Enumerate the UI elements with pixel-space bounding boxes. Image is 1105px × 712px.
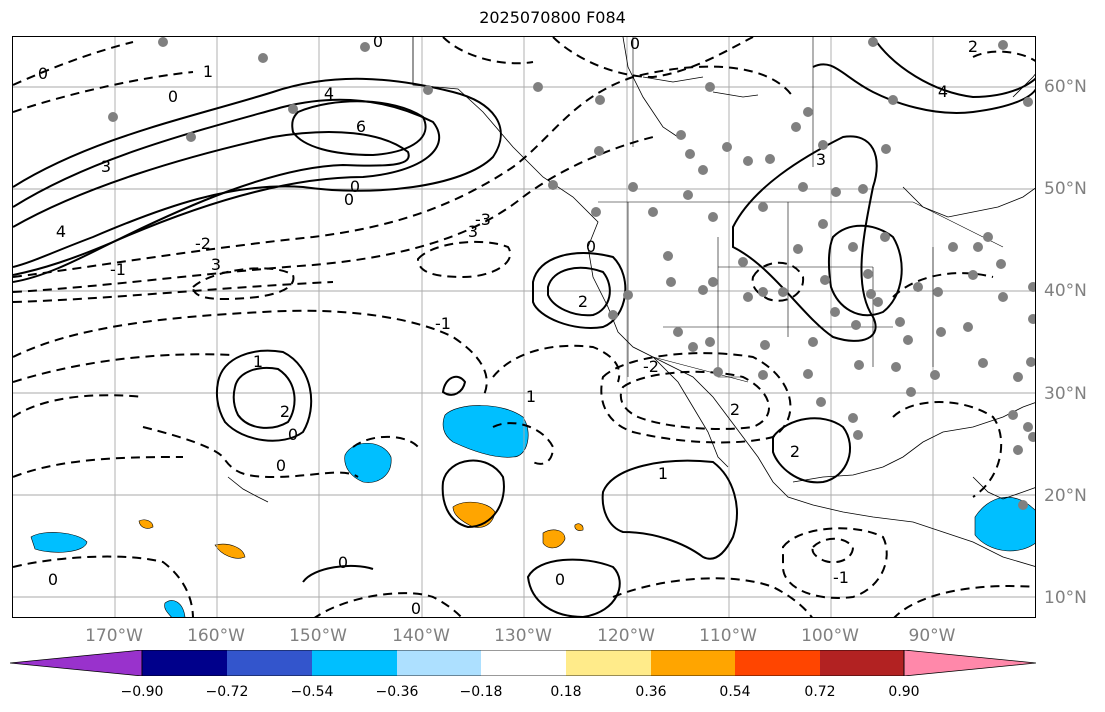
map-panel[interactable]: 0 0 0 0 0 0 0 0 0 0 0 0 0 1 1 1 1 2 2 2 …	[12, 36, 1036, 618]
lat-label: 10°N	[1044, 588, 1087, 608]
contour-label: 6	[356, 117, 366, 136]
contour-label: 1	[253, 352, 263, 371]
lat-label: 40°N	[1044, 281, 1087, 301]
contour-label: 0	[48, 570, 58, 589]
positive-shade	[542, 529, 566, 549]
contour-label: 0	[411, 599, 421, 618]
contour-label: -1	[110, 260, 126, 279]
contour-label: 0	[168, 87, 178, 106]
colorbar-segment	[735, 650, 820, 676]
lon-label: 90°W	[908, 626, 956, 646]
contour-label: 2	[578, 292, 588, 311]
colorbar-extend-max	[903, 650, 1036, 676]
contour-label: 1	[203, 62, 213, 81]
colorbar-segment	[227, 650, 312, 676]
contour-label: 2	[730, 400, 740, 419]
negative-shade	[974, 496, 1035, 552]
lon-label: 110°W	[699, 626, 757, 646]
colorbar-tick: −0.36	[375, 684, 419, 700]
graticule	[13, 37, 1035, 617]
contour-label: -3	[475, 210, 491, 229]
contour-label: 2	[790, 442, 800, 461]
station-dots	[108, 37, 1035, 510]
colorbar-tick: 0.18	[550, 684, 582, 700]
colorbar-segment	[397, 650, 481, 676]
colorbar-segment	[566, 650, 651, 676]
borders	[598, 37, 1004, 383]
lat-label: 30°N	[1044, 384, 1087, 404]
colorbar-tick: 0.54	[719, 684, 751, 700]
contour-label: -1	[435, 314, 451, 333]
contour-label: -2	[643, 357, 659, 376]
contour-label: 2	[280, 402, 290, 421]
contour-label: 4	[938, 82, 948, 101]
lon-label: 160°W	[187, 626, 245, 646]
map-title: 2025070800 F084	[479, 8, 626, 27]
positive-shade	[138, 519, 154, 529]
colorbar-tick: −0.90	[120, 684, 164, 700]
contour-label: 0	[586, 237, 596, 256]
positive-contours	[13, 37, 1035, 617]
contour-label: 0	[288, 425, 298, 444]
lon-label: 150°W	[289, 626, 347, 646]
colorbar-segment	[820, 650, 904, 676]
lat-label: 50°N	[1044, 179, 1087, 199]
colorbar-tick: −0.18	[459, 684, 503, 700]
lat-label: 60°N	[1044, 77, 1087, 97]
colorbar-tick: −0.54	[290, 684, 334, 700]
contour-label: -1	[833, 568, 849, 587]
contour-label: 4	[324, 84, 334, 103]
negative-shade	[164, 600, 186, 617]
colorbar-tick: −0.72	[205, 684, 249, 700]
negative-contours	[13, 37, 1035, 617]
colorbar-segment	[651, 650, 735, 676]
colorbar-extend-min	[10, 650, 143, 676]
map-canvas: 0 0 0 0 0 0 0 0 0 0 0 0 0 1 1 1 1 2 2 2 …	[13, 37, 1035, 618]
colorbar-segment	[142, 650, 227, 676]
colorbar-segment	[312, 650, 397, 676]
negative-shade	[30, 532, 88, 553]
contour-label: 0	[38, 64, 48, 83]
contour-label: 2	[968, 37, 978, 56]
positive-shade	[452, 501, 496, 528]
contour-label: 1	[526, 387, 536, 406]
contour-label: 3	[816, 150, 826, 169]
contour-label: 1	[658, 464, 668, 483]
lat-label: 20°N	[1044, 486, 1087, 506]
lon-label: 130°W	[494, 626, 552, 646]
lon-label: 120°W	[597, 626, 655, 646]
contour-label: 0	[350, 177, 360, 196]
shaded-regions	[30, 405, 1035, 617]
contour-label: 3	[211, 255, 221, 274]
positive-shade	[574, 523, 584, 531]
lon-label: 170°W	[85, 626, 143, 646]
contour-labels: 0 0 0 0 0 0 0 0 0 0 0 0 0 1 1 1 1 2 2 2 …	[38, 37, 978, 618]
contour-label: 0	[276, 456, 286, 475]
colorbar-tick: 0.36	[635, 684, 667, 700]
contour-label: 3	[101, 157, 111, 176]
negative-shade	[442, 405, 529, 458]
lon-label: 100°W	[801, 626, 859, 646]
negative-shade	[344, 443, 392, 483]
coastlines	[227, 37, 1035, 567]
contour-label: 0	[555, 570, 565, 589]
positive-shade	[214, 543, 246, 559]
contour-label: 0	[344, 190, 354, 209]
contour-label: 0	[630, 37, 640, 53]
lon-label: 140°W	[392, 626, 450, 646]
colorbar-segment	[481, 650, 566, 676]
colorbar-tick: 0.72	[804, 684, 836, 700]
contour-label: 0	[373, 37, 383, 51]
colorbar-tick: 0.90	[888, 684, 920, 700]
contour-label: 0	[338, 553, 348, 572]
contour-label: 4	[56, 222, 66, 241]
contour-label: 3	[468, 222, 478, 241]
colorbar	[10, 650, 1036, 676]
contour-label: -2	[195, 234, 211, 253]
